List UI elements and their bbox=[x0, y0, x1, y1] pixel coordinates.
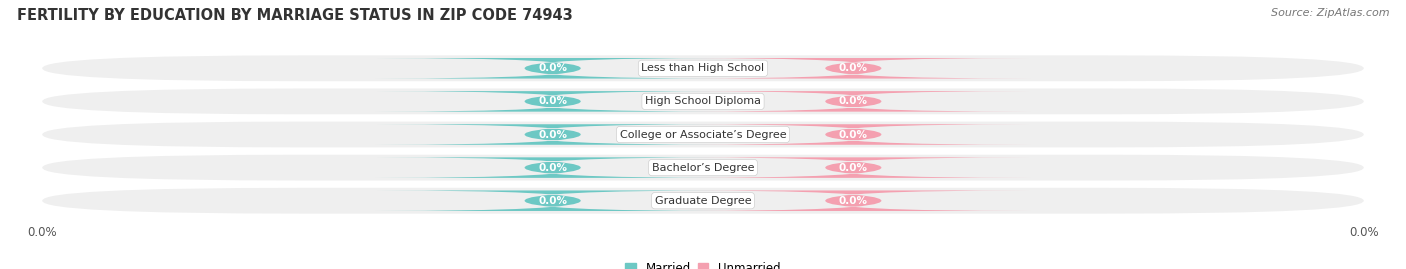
Legend: Married, Unmarried: Married, Unmarried bbox=[620, 258, 786, 269]
Text: 0.0%: 0.0% bbox=[538, 63, 567, 73]
Text: High School Diploma: High School Diploma bbox=[645, 96, 761, 107]
Text: 0.0%: 0.0% bbox=[538, 96, 567, 107]
Text: College or Associate’s Degree: College or Associate’s Degree bbox=[620, 129, 786, 140]
FancyBboxPatch shape bbox=[375, 190, 730, 211]
FancyBboxPatch shape bbox=[676, 91, 1031, 112]
Text: Source: ZipAtlas.com: Source: ZipAtlas.com bbox=[1271, 8, 1389, 18]
Text: 0.0%: 0.0% bbox=[839, 129, 868, 140]
Text: 0.0%: 0.0% bbox=[538, 162, 567, 173]
FancyBboxPatch shape bbox=[375, 58, 730, 79]
Text: 0.0%: 0.0% bbox=[839, 196, 868, 206]
FancyBboxPatch shape bbox=[375, 157, 730, 178]
FancyBboxPatch shape bbox=[676, 124, 1031, 145]
Text: Bachelor’s Degree: Bachelor’s Degree bbox=[652, 162, 754, 173]
FancyBboxPatch shape bbox=[375, 124, 730, 145]
FancyBboxPatch shape bbox=[676, 157, 1031, 178]
Text: Less than High School: Less than High School bbox=[641, 63, 765, 73]
FancyBboxPatch shape bbox=[42, 89, 1364, 114]
Text: 0.0%: 0.0% bbox=[538, 129, 567, 140]
FancyBboxPatch shape bbox=[676, 58, 1031, 79]
FancyBboxPatch shape bbox=[42, 55, 1364, 81]
Text: Graduate Degree: Graduate Degree bbox=[655, 196, 751, 206]
Text: 0.0%: 0.0% bbox=[839, 162, 868, 173]
FancyBboxPatch shape bbox=[676, 190, 1031, 211]
Text: FERTILITY BY EDUCATION BY MARRIAGE STATUS IN ZIP CODE 74943: FERTILITY BY EDUCATION BY MARRIAGE STATU… bbox=[17, 8, 572, 23]
FancyBboxPatch shape bbox=[42, 188, 1364, 214]
FancyBboxPatch shape bbox=[42, 122, 1364, 147]
FancyBboxPatch shape bbox=[375, 91, 730, 112]
Text: 0.0%: 0.0% bbox=[839, 63, 868, 73]
Text: 0.0%: 0.0% bbox=[538, 196, 567, 206]
Text: 0.0%: 0.0% bbox=[839, 96, 868, 107]
FancyBboxPatch shape bbox=[42, 155, 1364, 180]
